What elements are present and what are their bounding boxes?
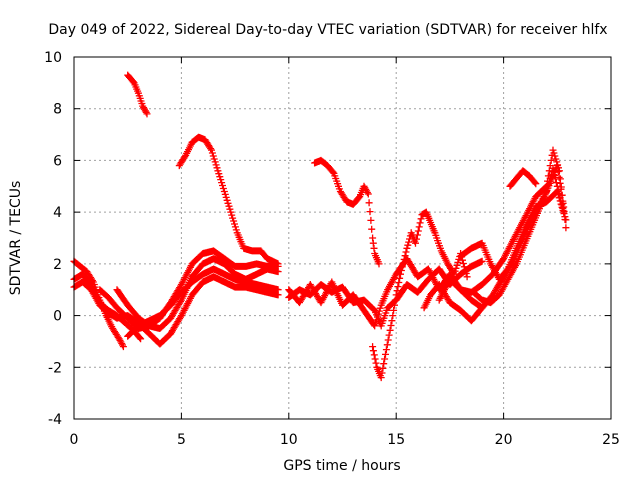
y-axis-label: SDTVAR / TECUs (8, 181, 24, 296)
data-point-markers (311, 156, 383, 268)
y-tick-label: 0 (53, 309, 62, 325)
y-tick-label: -2 (48, 360, 62, 376)
data-point-markers (124, 71, 151, 118)
data-points (70, 71, 570, 382)
series-track-16 (506, 167, 540, 190)
x-tick-label: 15 (387, 432, 405, 448)
y-tick-label: 8 (53, 102, 62, 118)
plot-frame (73, 56, 612, 420)
series-track-17 (470, 162, 568, 307)
grid-lines (74, 57, 611, 419)
x-tick-label: 0 (70, 432, 79, 448)
y-tick-label: 2 (53, 257, 62, 273)
x-tick-label: 5 (177, 432, 186, 448)
data-point-markers (285, 257, 486, 330)
y-tick-label: 4 (53, 205, 62, 221)
x-axis-label: GPS time / hours (283, 458, 400, 474)
y-tick-label: 6 (53, 153, 62, 169)
data-point-markers (470, 162, 568, 307)
tick-labels: 0 5 10 15 20 25 -4 -2 0 2 4 6 8 10 (44, 50, 620, 448)
chart-title: Day 049 of 2022, Sidereal Day-to-day VTE… (48, 22, 607, 38)
x-tick-label: 10 (280, 432, 298, 448)
series-track-11 (311, 156, 383, 268)
data-point-markers (369, 208, 471, 382)
data-point-markers (124, 265, 282, 340)
x-tick-label: 20 (495, 432, 513, 448)
series-track-6 (124, 265, 282, 340)
series-track-7 (124, 71, 151, 118)
y-tick-label: 10 (44, 50, 62, 66)
x-tick-label: 25 (602, 432, 620, 448)
series-track-9 (285, 257, 486, 330)
series-track-12 (369, 208, 471, 382)
data-point-markers (175, 133, 282, 268)
data-point-markers (506, 167, 540, 190)
series-track-8 (175, 133, 282, 268)
y-tick-label: -4 (48, 412, 62, 428)
